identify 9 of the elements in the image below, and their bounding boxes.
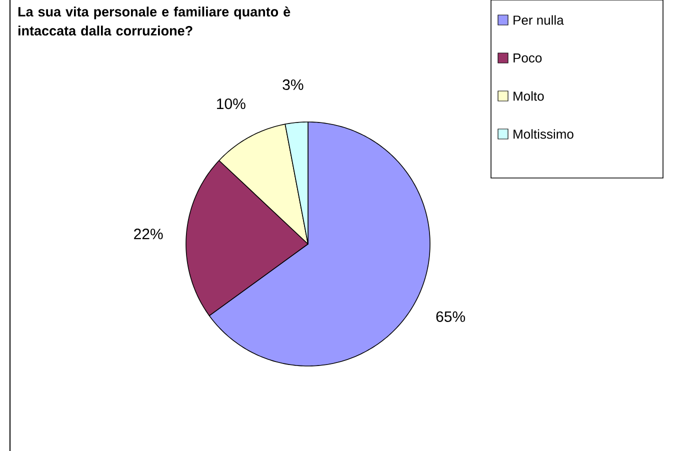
legend-label: Poco [514, 53, 542, 63]
data-label: 65% [436, 311, 466, 322]
legend-label: Per nulla [514, 15, 564, 25]
legend-label: Moltissimo [514, 129, 574, 139]
data-label: 3% [282, 79, 304, 90]
data-label: 10% [217, 98, 246, 110]
legend-label: Molto [514, 91, 544, 101]
text: La sua vita personale e familiare quanto è intaccata dalla corruzione? [18, 6, 290, 36]
data-label: 22% [134, 228, 163, 240]
